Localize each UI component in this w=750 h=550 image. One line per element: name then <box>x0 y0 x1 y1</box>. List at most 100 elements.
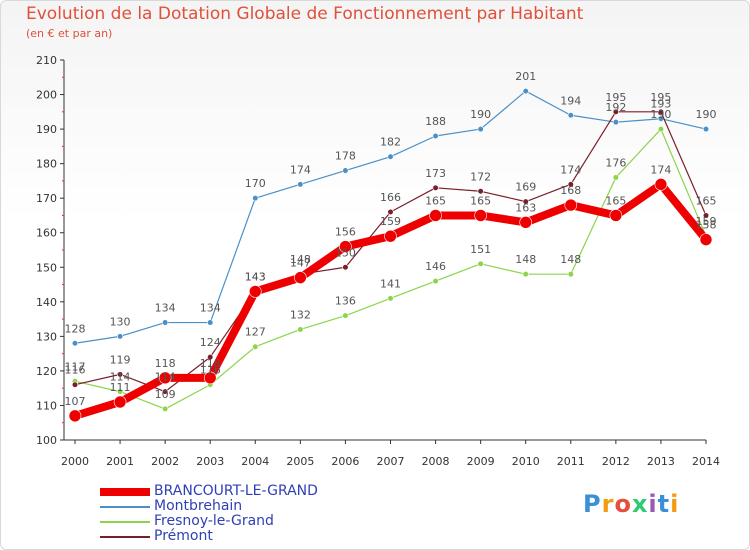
data-point-brancourt-le-grand <box>699 233 713 246</box>
data-point-brancourt-le-grand <box>113 395 127 409</box>
data-label-montbrehain: 130 <box>110 315 131 328</box>
data-label-pr-mont: 172 <box>470 170 491 183</box>
data-point-pr-mont <box>522 198 529 205</box>
data-label-fresnoy-le-grand: 136 <box>335 295 356 308</box>
data-point-fresnoy-le-grand <box>612 174 619 181</box>
data-point-fresnoy-le-grand <box>342 312 349 319</box>
data-point-brancourt-le-grand <box>158 371 172 385</box>
data-point-brancourt-le-grand <box>384 229 397 243</box>
y-tick-label: 210 <box>36 54 57 67</box>
data-label-brancourt-le-grand: 168 <box>560 184 581 197</box>
data-label-montbrehain: 134 <box>155 302 176 315</box>
data-label-pr-mont: 119 <box>110 353 131 366</box>
data-label-pr-mont: 195 <box>650 91 671 104</box>
data-point-montbrehain <box>297 181 304 188</box>
x-tick-label: 2010 <box>512 455 540 468</box>
data-label-fresnoy-le-grand: 148 <box>560 253 581 266</box>
data-label-fresnoy-le-grand: 127 <box>245 326 266 339</box>
data-label-montbrehain: 201 <box>515 70 536 83</box>
data-point-montbrehain <box>342 167 349 174</box>
chart-title: Evolution de la Dotation Globale de Fonc… <box>26 4 584 24</box>
data-label-fresnoy-le-grand: 176 <box>605 156 626 169</box>
data-point-pr-mont <box>387 208 394 216</box>
data-label-montbrehain: 178 <box>335 150 356 163</box>
x-tick-label: 2003 <box>196 455 224 468</box>
data-point-brancourt-le-grand <box>564 198 578 212</box>
data-label-brancourt-le-grand: 156 <box>335 226 356 239</box>
x-tick-label: 2006 <box>331 455 359 468</box>
data-label-brancourt-le-grand: 143 <box>245 270 266 283</box>
data-point-brancourt-le-grand <box>519 216 533 229</box>
data-label-fresnoy-le-grand: 151 <box>470 243 491 256</box>
data-point-montbrehain <box>162 319 169 326</box>
x-tick-label: 2005 <box>286 455 314 468</box>
data-point-fresnoy-le-grand <box>567 271 574 278</box>
legend-label-fresnoy: Fresnoy-le-Grand <box>154 513 274 529</box>
data-point-pr-mont <box>657 108 665 115</box>
data-point-pr-mont <box>432 184 439 191</box>
data-label-fresnoy-le-grand: 190 <box>650 108 671 121</box>
data-label-montbrehain: 188 <box>425 115 446 128</box>
data-label-pr-mont: 114 <box>155 371 176 384</box>
chart-subtitle: (en € et par an) <box>26 27 113 40</box>
data-label-montbrehain: 192 <box>605 101 626 114</box>
data-point-pr-mont <box>71 381 79 388</box>
data-point-montbrehain <box>702 125 710 133</box>
data-point-fresnoy-le-grand <box>297 326 304 333</box>
legend-swatch-montbrehain <box>100 506 150 508</box>
data-label-brancourt-le-grand: 174 <box>650 163 671 176</box>
data-point-fresnoy-le-grand <box>522 271 529 278</box>
x-tick-label: 2009 <box>467 455 495 468</box>
logo-letter: t <box>657 490 671 518</box>
data-point-brancourt-le-grand <box>474 209 487 222</box>
data-point-pr-mont <box>207 353 214 361</box>
data-label-montbrehain: 190 <box>470 108 491 121</box>
data-label-brancourt-le-grand: 165 <box>470 194 491 207</box>
y-tick-label: 190 <box>36 123 57 136</box>
x-tick-label: 2000 <box>61 455 89 468</box>
data-point-montbrehain <box>387 153 394 160</box>
proxiti-logo: Proxiti <box>583 490 679 518</box>
legend-swatch-fresnoy <box>100 521 150 523</box>
x-tick-label: 2008 <box>422 455 450 468</box>
data-point-montbrehain <box>612 119 619 126</box>
data-label-brancourt-le-grand: 158 <box>696 219 717 232</box>
data-label-montbrehain: 170 <box>245 177 266 190</box>
legend-label-montbrehain: Montbrehain <box>154 498 243 514</box>
data-point-montbrehain <box>522 87 529 95</box>
y-tick-label: 120 <box>36 365 57 378</box>
data-label-pr-mont: 148 <box>290 253 311 266</box>
data-label-montbrehain: 193 <box>650 98 671 111</box>
data-label-brancourt-le-grand: 159 <box>380 215 401 228</box>
data-label-brancourt-le-grand: 111 <box>110 381 131 394</box>
data-label-montbrehain: 128 <box>65 322 86 335</box>
data-label-montbrehain: 134 <box>200 302 221 315</box>
data-point-fresnoy-le-grand <box>116 388 124 395</box>
y-tick-label: 200 <box>36 89 57 102</box>
y-tick-label: 100 <box>36 434 57 447</box>
data-point-montbrehain <box>567 112 574 119</box>
data-label-brancourt-le-grand: 118 <box>155 357 176 370</box>
logo-letter: x <box>631 490 649 518</box>
legend-swatch-premont <box>100 536 150 538</box>
logo-letter: P <box>583 490 602 518</box>
data-point-montbrehain <box>477 125 484 133</box>
y-tick-label: 140 <box>36 296 57 309</box>
logo-letter: i <box>648 490 658 518</box>
data-point-brancourt-le-grand <box>654 178 668 191</box>
data-label-fresnoy-le-grand: 114 <box>110 371 131 384</box>
data-label-fresnoy-le-grand: 116 <box>200 364 221 377</box>
logo-letter: o <box>614 490 632 518</box>
data-point-pr-mont <box>567 181 574 188</box>
data-point-montbrehain <box>207 319 214 326</box>
data-point-fresnoy-le-grand <box>432 277 439 285</box>
data-point-pr-mont <box>702 212 710 219</box>
data-point-brancourt-le-grand <box>68 409 82 423</box>
data-label-fresnoy-le-grand: 117 <box>65 360 86 373</box>
y-tick-label: 160 <box>36 227 57 240</box>
x-tick-label: 2014 <box>692 455 720 468</box>
data-point-fresnoy-le-grand <box>162 405 169 413</box>
data-point-fresnoy-le-grand <box>477 260 484 267</box>
